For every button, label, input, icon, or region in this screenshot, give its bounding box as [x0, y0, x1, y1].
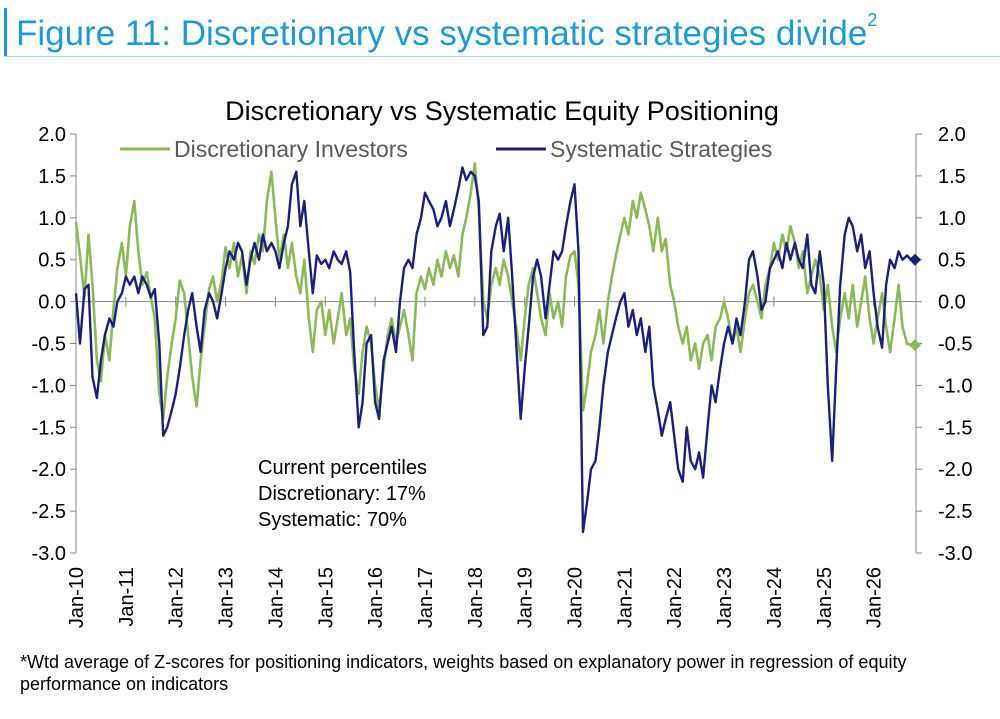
right-y-tick-label: -1.5 — [938, 417, 972, 439]
right-y-tick-label: -2.0 — [938, 459, 972, 481]
left-y-tick-label: -1.0 — [32, 375, 66, 397]
right-y-tick-label: 0.5 — [938, 250, 966, 272]
right-y-tick-label: 1.5 — [938, 166, 966, 188]
x-tick-label: Jan-26 — [864, 567, 886, 628]
series-line-discretionary — [74, 162, 912, 421]
legend-label: Discretionary Investors — [174, 136, 408, 162]
left-y-tick-label: 1.0 — [38, 208, 66, 230]
left-y-tick-label: -0.5 — [32, 334, 66, 356]
right-y-tick-label: 2.0 — [938, 124, 966, 146]
x-tick-label: Jan-19 — [515, 567, 537, 628]
series-end-marker-systematic — [909, 253, 922, 266]
x-tick-label: Jan-23 — [714, 567, 736, 628]
x-tick-label: Jan-10 — [66, 567, 88, 628]
right-y-tick-label: -3.0 — [938, 543, 972, 565]
x-tick-label: Jan-18 — [465, 567, 487, 628]
x-tick-label: Jan-22 — [664, 567, 686, 628]
right-y-tick-label: 0.0 — [938, 292, 966, 314]
legend-label: Systematic Strategies — [550, 136, 772, 162]
annotation-line-2: Discretionary: 17% — [258, 483, 426, 505]
right-y-tick-label: -0.5 — [938, 334, 972, 356]
left-y-tick-label: -1.5 — [32, 417, 66, 439]
annotation-line-3: Systematic: 70% — [258, 509, 407, 531]
x-tick-label: Jan-20 — [565, 567, 587, 628]
figure-title: Figure 11: Discretionary vs systematic s… — [16, 10, 877, 54]
x-tick-label: Jan-25 — [814, 567, 836, 628]
x-tick-label: Jan-21 — [614, 567, 636, 628]
series-end-marker-discretionary — [909, 339, 922, 352]
figure-title-text: Figure 11: Discretionary vs systematic s… — [16, 14, 868, 53]
x-tick-label: Jan-11 — [116, 567, 138, 627]
right-y-tick-label: 1.0 — [938, 208, 966, 230]
left-y-tick-label: -3.0 — [32, 543, 66, 565]
left-y-tick-label: -2.0 — [32, 459, 66, 481]
figure-title-rule — [4, 56, 1000, 57]
x-tick-label: Jan-16 — [365, 567, 387, 628]
x-tick-label: Jan-14 — [265, 567, 287, 628]
x-tick-label: Jan-17 — [415, 567, 437, 628]
x-tick-label: Jan-15 — [315, 567, 337, 628]
annotation-line-1: Current percentiles — [258, 457, 427, 479]
figure-accent-bar — [4, 8, 7, 56]
left-y-tick-label: -2.5 — [32, 501, 66, 523]
right-y-tick-label: -1.0 — [938, 375, 972, 397]
right-y-tick-label: -2.5 — [938, 501, 972, 523]
positioning-line-chart: Discretionary vs Systematic Equity Posit… — [32, 96, 973, 628]
footnote: *Wtd average of Z-scores for positioning… — [20, 652, 907, 694]
left-y-tick-label: 0.5 — [38, 250, 66, 272]
chart-title: Discretionary vs Systematic Equity Posit… — [225, 96, 779, 126]
left-y-tick-label: 1.5 — [38, 166, 66, 188]
figure-title-superscript: 2 — [867, 10, 878, 31]
left-y-tick-label: 0.0 — [38, 292, 66, 314]
percentile-annotation: Current percentiles Discretionary: 17% S… — [258, 455, 427, 533]
series-line-systematic — [74, 166, 912, 534]
left-y-tick-label: 2.0 — [38, 124, 66, 146]
x-tick-label: Jan-12 — [166, 567, 188, 628]
x-tick-label: Jan-24 — [764, 567, 786, 628]
x-tick-label: Jan-13 — [216, 567, 238, 628]
